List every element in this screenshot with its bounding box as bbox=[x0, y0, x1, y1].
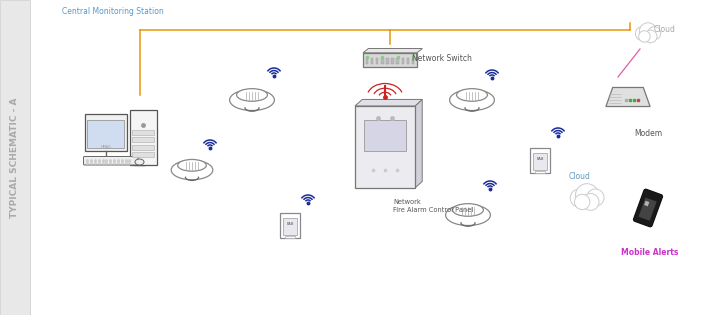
Polygon shape bbox=[363, 49, 423, 53]
Text: Network Switch: Network Switch bbox=[412, 54, 472, 63]
FancyBboxPatch shape bbox=[132, 152, 154, 157]
Ellipse shape bbox=[135, 159, 144, 165]
FancyBboxPatch shape bbox=[285, 236, 295, 238]
Circle shape bbox=[575, 194, 590, 209]
Text: Mobile Alerts: Mobile Alerts bbox=[621, 248, 679, 257]
FancyBboxPatch shape bbox=[533, 153, 547, 170]
FancyBboxPatch shape bbox=[0, 0, 30, 315]
FancyBboxPatch shape bbox=[392, 58, 394, 64]
FancyBboxPatch shape bbox=[132, 137, 154, 142]
FancyBboxPatch shape bbox=[531, 148, 549, 173]
Text: HMAG: HMAG bbox=[100, 146, 111, 150]
Text: Cloud: Cloud bbox=[654, 25, 676, 34]
Ellipse shape bbox=[171, 160, 213, 180]
Text: FA8: FA8 bbox=[536, 157, 544, 161]
FancyBboxPatch shape bbox=[372, 58, 374, 64]
Ellipse shape bbox=[446, 204, 490, 226]
FancyBboxPatch shape bbox=[635, 32, 661, 39]
Circle shape bbox=[570, 189, 588, 207]
FancyBboxPatch shape bbox=[130, 110, 157, 165]
FancyBboxPatch shape bbox=[133, 158, 145, 165]
Circle shape bbox=[587, 189, 604, 206]
Ellipse shape bbox=[230, 89, 274, 111]
FancyBboxPatch shape bbox=[87, 120, 125, 148]
FancyBboxPatch shape bbox=[402, 58, 404, 64]
FancyBboxPatch shape bbox=[387, 58, 389, 64]
Circle shape bbox=[575, 184, 598, 207]
FancyBboxPatch shape bbox=[283, 218, 297, 235]
Circle shape bbox=[635, 27, 649, 40]
Circle shape bbox=[644, 30, 657, 43]
FancyBboxPatch shape bbox=[397, 58, 399, 64]
FancyBboxPatch shape bbox=[280, 213, 300, 238]
Text: TYPICAL SCHEMATIC - A: TYPICAL SCHEMATIC - A bbox=[11, 98, 19, 218]
Circle shape bbox=[639, 31, 650, 42]
Text: Cloud: Cloud bbox=[569, 172, 591, 181]
Circle shape bbox=[648, 27, 661, 40]
FancyBboxPatch shape bbox=[84, 113, 127, 151]
FancyBboxPatch shape bbox=[535, 171, 545, 173]
FancyBboxPatch shape bbox=[382, 58, 384, 64]
FancyBboxPatch shape bbox=[84, 157, 138, 165]
Ellipse shape bbox=[178, 159, 207, 171]
FancyBboxPatch shape bbox=[363, 53, 417, 67]
FancyBboxPatch shape bbox=[355, 106, 415, 188]
Ellipse shape bbox=[237, 89, 267, 101]
FancyBboxPatch shape bbox=[570, 196, 604, 205]
Ellipse shape bbox=[449, 89, 495, 111]
FancyBboxPatch shape bbox=[644, 201, 649, 206]
FancyBboxPatch shape bbox=[377, 58, 379, 64]
Polygon shape bbox=[355, 100, 422, 106]
FancyBboxPatch shape bbox=[132, 145, 154, 150]
Text: Modem: Modem bbox=[634, 129, 662, 138]
Ellipse shape bbox=[453, 204, 483, 216]
Ellipse shape bbox=[456, 89, 487, 101]
Circle shape bbox=[639, 23, 657, 40]
Text: FA8: FA8 bbox=[287, 222, 294, 226]
FancyBboxPatch shape bbox=[132, 130, 154, 135]
FancyBboxPatch shape bbox=[639, 198, 657, 221]
Circle shape bbox=[582, 193, 599, 210]
Polygon shape bbox=[415, 100, 422, 188]
FancyBboxPatch shape bbox=[364, 120, 406, 151]
Text: Central Monitoring Station: Central Monitoring Station bbox=[62, 7, 163, 16]
Text: Network
Fire Alarm Control Panel: Network Fire Alarm Control Panel bbox=[393, 199, 473, 213]
FancyBboxPatch shape bbox=[634, 189, 662, 227]
Polygon shape bbox=[606, 88, 650, 106]
FancyBboxPatch shape bbox=[366, 58, 369, 64]
FancyBboxPatch shape bbox=[412, 58, 414, 64]
FancyBboxPatch shape bbox=[407, 58, 409, 64]
